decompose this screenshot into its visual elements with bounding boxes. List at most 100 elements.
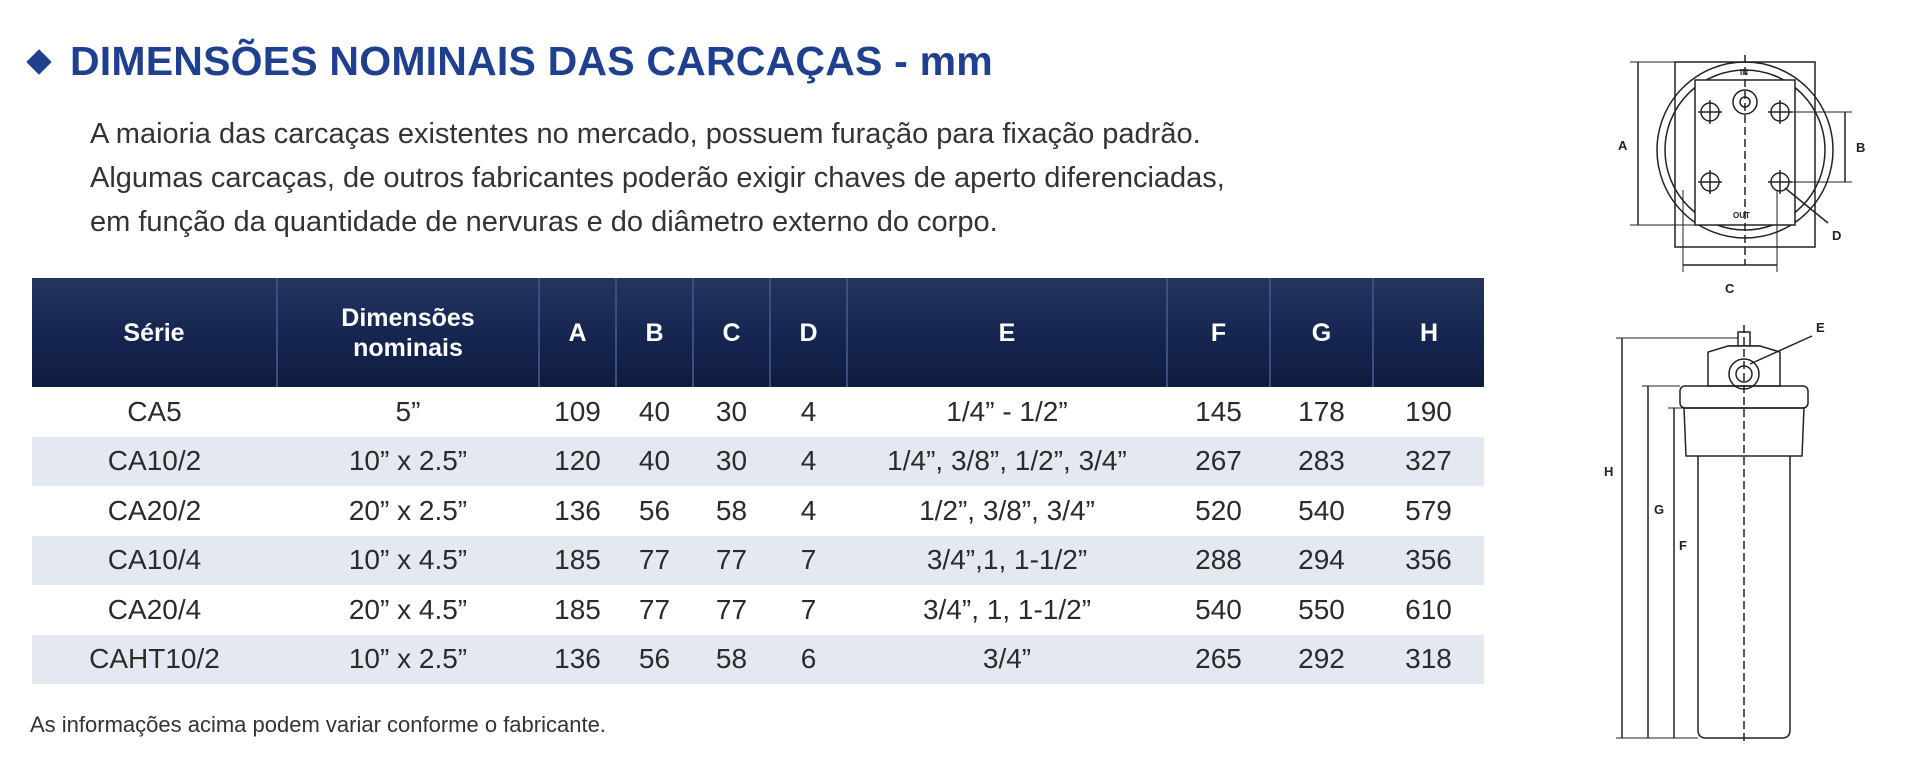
cell-c: 77 (715, 593, 748, 625)
cell-g: 292 (1270, 634, 1373, 684)
top-view-drawing (1630, 55, 1852, 272)
label-f: F (1679, 538, 1687, 553)
cell-d: 4 (800, 395, 817, 427)
mount-hole-icon (1698, 100, 1722, 124)
table-row: CA20/4 20” x 4.5” 185 77 77 7 3/4”, 1, 1… (32, 585, 1484, 635)
header-c: C (692, 278, 770, 387)
cell-c: 77 (693, 535, 770, 585)
cell-g: 178 (1298, 395, 1345, 427)
cell-e: 3/4”,1, 1-1/2” (847, 535, 1167, 585)
cell-h: 318 (1373, 634, 1484, 684)
cell-a: 136 (554, 494, 601, 526)
cell-dimensoes: 20” x 2.5” (348, 494, 468, 526)
title-row: DIMENSÕES NOMINAIS DAS CARCAÇAS - mm (26, 38, 993, 85)
cell-h: 356 (1373, 535, 1484, 585)
cell-g: 540 (1298, 494, 1345, 526)
header-b: B (615, 278, 693, 387)
cell-d: 6 (770, 634, 847, 684)
cell-e: 3/4”, 1, 1-1/2” (922, 593, 1092, 625)
cell-g: 550 (1298, 593, 1345, 625)
header-e: E (846, 278, 1167, 387)
cell-b: 56 (638, 494, 671, 526)
cell-c: 30 (693, 436, 770, 486)
label-h: H (1604, 464, 1613, 479)
header-d: D (769, 278, 847, 387)
cell-dimensoes: 20” x 4.5” (348, 593, 468, 625)
label-in: IN (1740, 68, 1748, 77)
housing-nut (1683, 407, 1805, 457)
intro-line: A maioria das carcaças existentes no mer… (90, 118, 1201, 150)
table-row: CA5 5” 109 40 30 4 1/4” - 1/2” 145 178 1… (32, 387, 1484, 437)
header-f: F (1166, 278, 1270, 387)
label-a: A (1618, 138, 1628, 153)
cell-e: 1/4” - 1/2” (946, 395, 1068, 427)
cell-c: 58 (715, 494, 748, 526)
mount-hole-icon (1768, 100, 1792, 124)
cell-b: 77 (616, 535, 693, 585)
cell-g: 294 (1270, 535, 1373, 585)
cell-serie: CA20/2 (107, 494, 202, 526)
side-view-drawing (1616, 325, 1813, 745)
cell-d: 7 (800, 593, 817, 625)
cell-h: 327 (1373, 436, 1484, 486)
cell-d: 7 (770, 535, 847, 585)
cell-g: 283 (1270, 436, 1373, 486)
mount-hole-icon (1768, 170, 1792, 194)
dimension-d-leader (1784, 187, 1829, 224)
label-b: B (1856, 140, 1865, 155)
cell-dimensoes: 5” (395, 395, 421, 427)
header-g: G (1269, 278, 1373, 387)
header-dimensoes-line1: Dimensões (341, 303, 475, 332)
cell-serie: CA10/4 (32, 535, 277, 585)
cell-serie: CAHT10/2 (32, 634, 277, 684)
header-a: A (538, 278, 616, 387)
cell-a: 109 (554, 395, 601, 427)
table-row: CA10/2 10” x 2.5” 120 40 30 4 1/4”, 3/8”… (32, 436, 1484, 486)
cell-h: 610 (1405, 593, 1452, 625)
cell-f: 540 (1195, 593, 1242, 625)
cell-c: 30 (715, 395, 748, 427)
housing-drawings: A B C D IN OUT E F G H (1604, 55, 1865, 745)
cell-b: 56 (616, 634, 693, 684)
cell-d: 4 (800, 494, 817, 526)
cell-b: 40 (638, 395, 671, 427)
cell-b: 40 (616, 436, 693, 486)
cell-h: 579 (1405, 494, 1452, 526)
label-out: OUT (1733, 211, 1750, 220)
cell-b: 77 (638, 593, 671, 625)
cell-e: 1/2”, 3/8”, 3/4” (919, 494, 1095, 526)
header-dimensoes: Dimensões nominais (276, 278, 539, 387)
label-e: E (1816, 320, 1825, 335)
cell-a: 185 (539, 535, 616, 585)
cell-dimensoes: 10” x 2.5” (277, 436, 539, 486)
header-serie: Série (32, 278, 277, 387)
page-title: DIMENSÕES NOMINAIS DAS CARCAÇAS - mm (70, 38, 993, 84)
cell-h: 190 (1405, 395, 1452, 427)
cell-f: 520 (1195, 494, 1242, 526)
cell-serie: CA10/2 (32, 436, 277, 486)
intro-line: Algumas carcaças, de outros fabricantes … (90, 162, 1225, 194)
cell-e: 1/4”, 3/8”, 1/2”, 3/4” (847, 436, 1167, 486)
table-row: CAHT10/2 10” x 2.5” 136 56 58 6 3/4” 265… (32, 634, 1484, 684)
cell-dimensoes: 10” x 2.5” (277, 634, 539, 684)
cell-f: 265 (1167, 634, 1270, 684)
diamond-bullet-icon (26, 48, 52, 75)
footnote: As informações acima podem variar confor… (30, 712, 606, 737)
cell-a: 120 (539, 436, 616, 486)
cell-serie: CA5 (127, 395, 182, 427)
cell-e: 3/4” (847, 634, 1167, 684)
cell-f: 288 (1167, 535, 1270, 585)
table-row: CA20/2 20” x 2.5” 136 56 58 4 1/2”, 3/8”… (32, 486, 1484, 536)
cell-a: 185 (554, 593, 601, 625)
cell-c: 58 (693, 634, 770, 684)
inlet-port-circle (1732, 89, 1758, 115)
label-d: D (1832, 228, 1841, 243)
mount-hole-icon (1698, 170, 1722, 194)
label-c: C (1725, 281, 1735, 296)
intro-paragraph: A maioria das carcaças existentes no mer… (90, 112, 1480, 244)
dimension-e-leader (1749, 335, 1813, 365)
header-h: H (1372, 278, 1484, 387)
intro-line: em função da quantidade de nervuras e do… (90, 206, 998, 238)
table-row: CA10/4 10” x 4.5” 185 77 77 7 3/4”,1, 1-… (32, 535, 1484, 585)
cell-f: 267 (1167, 436, 1270, 486)
